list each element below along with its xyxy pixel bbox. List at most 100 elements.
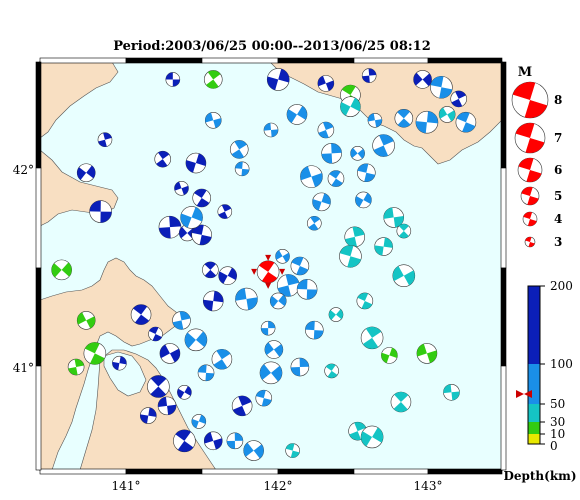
lon-tick-label: 143° — [414, 479, 443, 493]
frame-segment — [427, 468, 503, 475]
earthquake-event — [392, 264, 416, 288]
magnitude-legend-mark — [520, 186, 540, 206]
earthquake-event — [361, 68, 377, 83]
earthquake-event — [430, 75, 453, 99]
earthquake-event — [269, 292, 287, 310]
earthquake-event — [264, 340, 284, 359]
earthquake-event — [356, 163, 376, 183]
magnitude-legend-label: 6 — [554, 163, 562, 177]
earthquake-event — [177, 384, 192, 400]
magnitude-legend-label: 7 — [554, 131, 562, 145]
earthquake-event — [355, 191, 372, 209]
earthquake-event — [263, 122, 279, 138]
earthquake-event — [374, 237, 393, 256]
map-frame — [35, 57, 507, 475]
earthquake-event — [324, 363, 339, 379]
earthquake-event — [275, 248, 290, 264]
earthquake-event — [296, 279, 318, 300]
depth-scale-label: 50 — [550, 397, 565, 411]
earthquake-event — [158, 215, 182, 239]
earthquake-event — [328, 307, 344, 322]
earthquake-event — [226, 432, 244, 450]
frame-segment — [125, 468, 203, 475]
magnitude-legend-mark — [524, 236, 536, 248]
earthquake-event — [202, 290, 224, 312]
depth-scale-title: Depth(km) — [503, 469, 576, 483]
earthquake-event — [372, 134, 395, 157]
mainshock-depth-marker — [516, 390, 532, 398]
frame-segment — [35, 61, 42, 169]
earthquake-event — [51, 259, 72, 281]
magnitude-legend-label: 5 — [554, 189, 562, 203]
earthquake-event — [217, 204, 233, 219]
earthquake-event — [350, 146, 365, 161]
earthquake-event — [191, 224, 212, 246]
frame-segment — [39, 468, 127, 475]
magnitude-legend-mark — [522, 211, 538, 227]
magnitude-legend-label: 8 — [554, 93, 562, 107]
mainshock-marker — [265, 254, 272, 261]
earthquake-event — [443, 383, 460, 401]
magnitude-legend-mark — [514, 122, 546, 154]
earthquake-event — [300, 165, 323, 188]
earthquake-event — [413, 70, 432, 89]
earthquake-event — [202, 261, 219, 279]
earthquake-event — [438, 106, 456, 123]
frame-segment — [500, 61, 507, 169]
mainshock-marker — [279, 268, 286, 275]
frame-segment — [353, 468, 429, 475]
frame-segment — [125, 57, 203, 64]
earthquake-event — [327, 170, 345, 187]
earthquake-event — [416, 343, 438, 364]
earthquake-event — [339, 244, 362, 268]
earthquake-event — [243, 440, 264, 461]
earthquake-event — [112, 355, 127, 371]
frame-segment — [500, 267, 507, 367]
frame-segment — [201, 468, 279, 475]
earthquake-event — [192, 188, 211, 208]
depth-scale: 200 100 50 30 10 0 Depth(km) — [503, 279, 576, 483]
mainshock-marker — [251, 268, 258, 275]
earthquake-event — [231, 395, 253, 417]
magnitude-legend: M 8 7 6 5 4 3 — [511, 65, 562, 249]
frame-segment — [353, 57, 429, 64]
earthquake-event — [211, 348, 233, 370]
earthquake-event — [360, 425, 384, 449]
earthquake-event — [394, 109, 414, 128]
earthquake-event — [235, 287, 258, 311]
lon-tick-label: 142° — [264, 479, 293, 493]
earthquake-event — [290, 256, 310, 276]
lat-tick-label: 42° — [13, 163, 34, 177]
earthquake-event — [197, 364, 215, 382]
magnitude-legend-mark — [517, 157, 543, 183]
frame-segment — [39, 57, 127, 64]
earthquake-event — [159, 343, 181, 364]
depth-scale-label: 200 — [550, 279, 573, 293]
earthquake-event — [260, 320, 276, 336]
earthquake-event — [204, 111, 222, 129]
earthquake-event — [234, 161, 250, 177]
depth-scale-label: 30 — [550, 415, 565, 429]
depth-band-shallow — [528, 404, 540, 422]
earthquake-event — [203, 70, 223, 89]
earthquake-event — [174, 180, 189, 196]
earthquake-event — [184, 328, 208, 352]
frame-segment — [500, 167, 507, 269]
earthquake-event — [305, 320, 324, 340]
earthquake-event — [307, 215, 322, 231]
depth-scale-label: 0 — [550, 439, 558, 453]
earthquake-event — [455, 111, 477, 133]
mainshock-event — [256, 260, 280, 284]
earthquake-event — [360, 326, 384, 350]
frame-segment — [35, 365, 42, 471]
earthquake-event — [154, 150, 172, 168]
depth-band-mid — [528, 364, 540, 404]
earthquake-event — [356, 292, 374, 310]
earthquake-event — [185, 152, 207, 174]
earthquake-event — [312, 192, 331, 212]
earthquake-event — [450, 90, 467, 108]
magnitude-legend-label: 4 — [554, 212, 562, 226]
earthquake-event — [285, 443, 300, 458]
frame-segment — [500, 365, 507, 471]
